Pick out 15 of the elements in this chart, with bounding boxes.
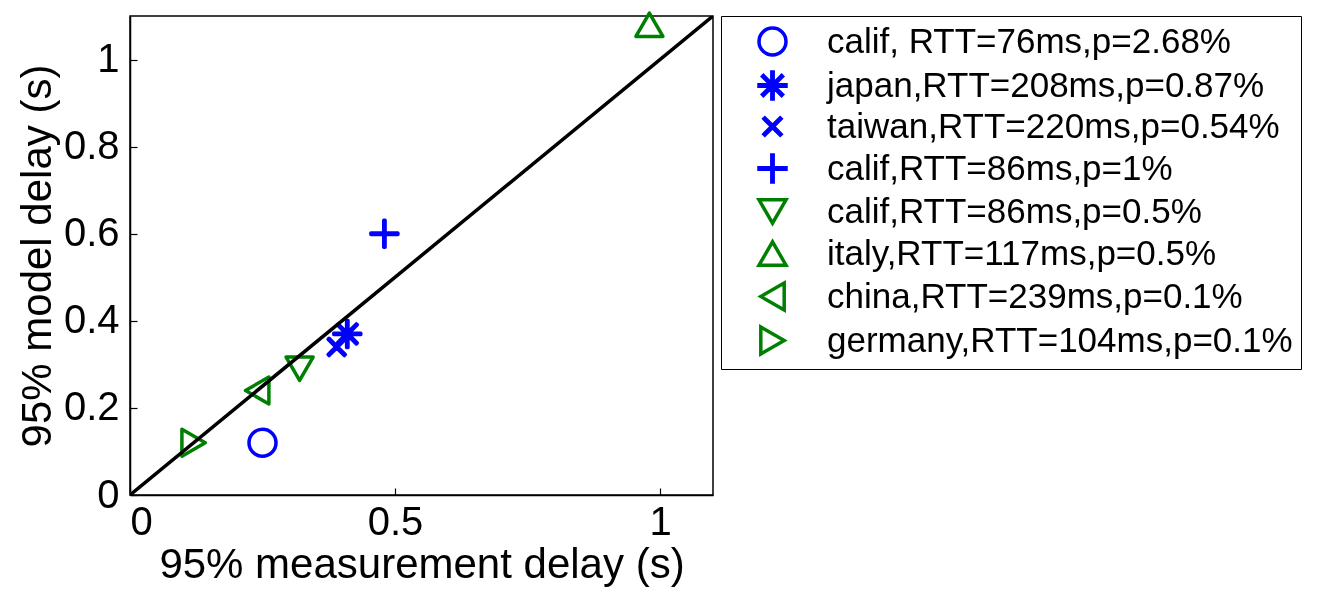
y-tick-label: 0.6 [63, 210, 120, 255]
legend-label: germany,RTT=104ms,p=0.1% [827, 319, 1293, 359]
x-tick-label: 0 [130, 498, 153, 543]
y-tick-label: 1 [97, 36, 120, 81]
y-axis-title: 95% model delay (s) [12, 64, 60, 448]
legend-label: calif,RTT=86ms,p=1% [827, 147, 1173, 187]
legend-label: taiwan,RTT=220ms,p=0.54% [827, 105, 1280, 145]
legend-label: china,RTT=239ms,p=0.1% [827, 275, 1243, 315]
legend-label: italy,RTT=117ms,p=0.5% [827, 232, 1217, 272]
legend-label: japan,RTT=208ms,p=0.87% [826, 64, 1265, 104]
y-tick-label: 0.8 [63, 123, 120, 168]
legend-label: calif, RTT=76ms,p=2.68% [827, 20, 1231, 60]
y-tick-label: 0.2 [63, 384, 120, 429]
y-tick-label: 0.4 [63, 297, 120, 342]
legend-label: calif,RTT=86ms,p=0.5% [827, 190, 1202, 230]
